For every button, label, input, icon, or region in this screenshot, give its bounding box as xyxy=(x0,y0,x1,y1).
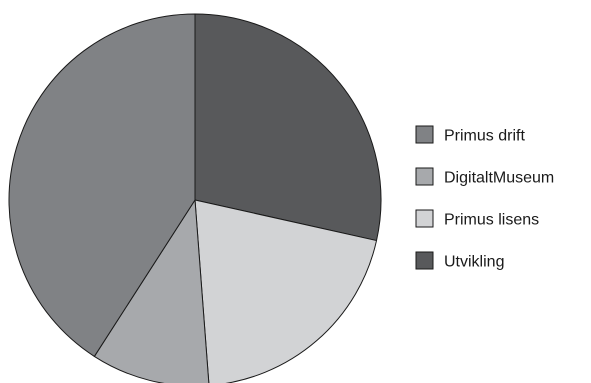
legend-label-primus-lisens: Primus lisens xyxy=(444,212,539,229)
pie-slice-primus-drift xyxy=(8,13,196,357)
legend-swatch-digitaltmuseum xyxy=(415,167,434,186)
legend-swatch-primus-drift xyxy=(415,125,434,144)
pie-slices xyxy=(8,13,382,383)
legend-label-utvikling: Utvikling xyxy=(444,254,504,271)
legend-entry-digitaltmuseum: DigitaltMuseum xyxy=(415,167,554,187)
legend-entry-utvikling: Utvikling xyxy=(415,251,504,271)
pie-slice-utvikling xyxy=(194,13,382,242)
legend-swatch-primus-lisens xyxy=(415,209,434,228)
legend-swatch-utvikling xyxy=(415,251,434,270)
pie-slice-primus-lisens xyxy=(194,199,378,383)
pie-slice-digitaltmuseum xyxy=(93,199,210,383)
legend: Primus drift DigitaltMuseum Primus lisens U… xyxy=(415,125,554,271)
legend-entry-primus-lisens: Primus lisens xyxy=(415,209,539,229)
legend-entry-primus-drift: Primus drift xyxy=(415,125,525,145)
legend-label-primus-drift: Primus drift xyxy=(444,128,525,145)
legend-label-digitaltmuseum: DigitaltMuseum xyxy=(444,170,554,187)
